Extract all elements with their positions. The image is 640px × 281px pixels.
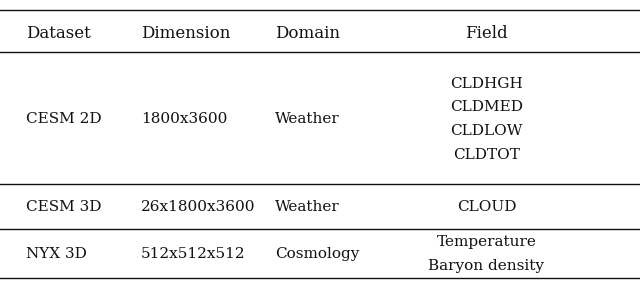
Text: Baryon density: Baryon density [428, 259, 545, 273]
Text: Weather: Weather [275, 200, 340, 214]
Text: CESM 2D: CESM 2D [26, 112, 101, 126]
Text: CLOUD: CLOUD [457, 200, 516, 214]
Text: Cosmology: Cosmology [275, 247, 360, 261]
Text: 1800x3600: 1800x3600 [141, 112, 227, 126]
Text: Dataset: Dataset [26, 25, 90, 42]
Text: CLDMED: CLDMED [450, 101, 523, 114]
Text: 26x1800x3600: 26x1800x3600 [141, 200, 255, 214]
Text: CLDHGH: CLDHGH [450, 77, 523, 90]
Text: Dimension: Dimension [141, 25, 230, 42]
Text: CESM 3D: CESM 3D [26, 200, 101, 214]
Text: 512x512x512: 512x512x512 [141, 247, 245, 261]
Text: CLDLOW: CLDLOW [450, 124, 523, 138]
Text: Field: Field [465, 25, 508, 42]
Text: Temperature: Temperature [436, 235, 536, 249]
Text: NYX 3D: NYX 3D [26, 247, 86, 261]
Text: Weather: Weather [275, 112, 340, 126]
Text: CLDTOT: CLDTOT [453, 148, 520, 162]
Text: Domain: Domain [275, 25, 340, 42]
